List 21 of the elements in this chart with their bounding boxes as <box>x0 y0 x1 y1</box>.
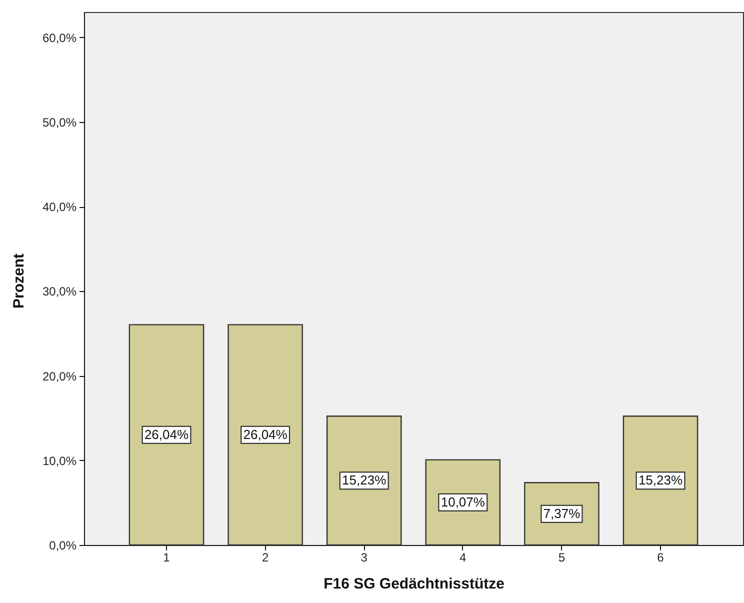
x-tick-label: 6 <box>657 550 664 564</box>
y-tick-label: 50,0% <box>42 115 77 130</box>
data-label: 7,37% <box>543 506 581 521</box>
data-label: 10,07% <box>440 494 486 510</box>
y-axis-title: Prozent <box>10 253 28 309</box>
x-tick-label: 1 <box>163 550 170 564</box>
data-label: 15,23% <box>342 472 387 488</box>
data-label: 26,04% <box>243 426 288 442</box>
data-label: 26,04% <box>144 426 189 442</box>
y-tick-label: 0,0% <box>49 538 77 552</box>
x-tick-label: 2 <box>262 550 269 564</box>
x-axis-title: F16 SG Gedächtnisstütze <box>324 576 504 592</box>
y-tick-label: 40,0% <box>42 200 77 214</box>
y-tick-label: 10,0% <box>42 454 77 468</box>
y-tick-label: 60,0% <box>42 30 77 45</box>
x-tick-label: 3 <box>360 550 368 564</box>
y-tick-label: 20,0% <box>42 369 77 384</box>
x-tick-label: 4 <box>460 550 467 564</box>
data-label: 15,23% <box>638 472 683 488</box>
x-tick-label: 5 <box>558 550 566 564</box>
y-tick-label: 30,0% <box>42 284 77 299</box>
